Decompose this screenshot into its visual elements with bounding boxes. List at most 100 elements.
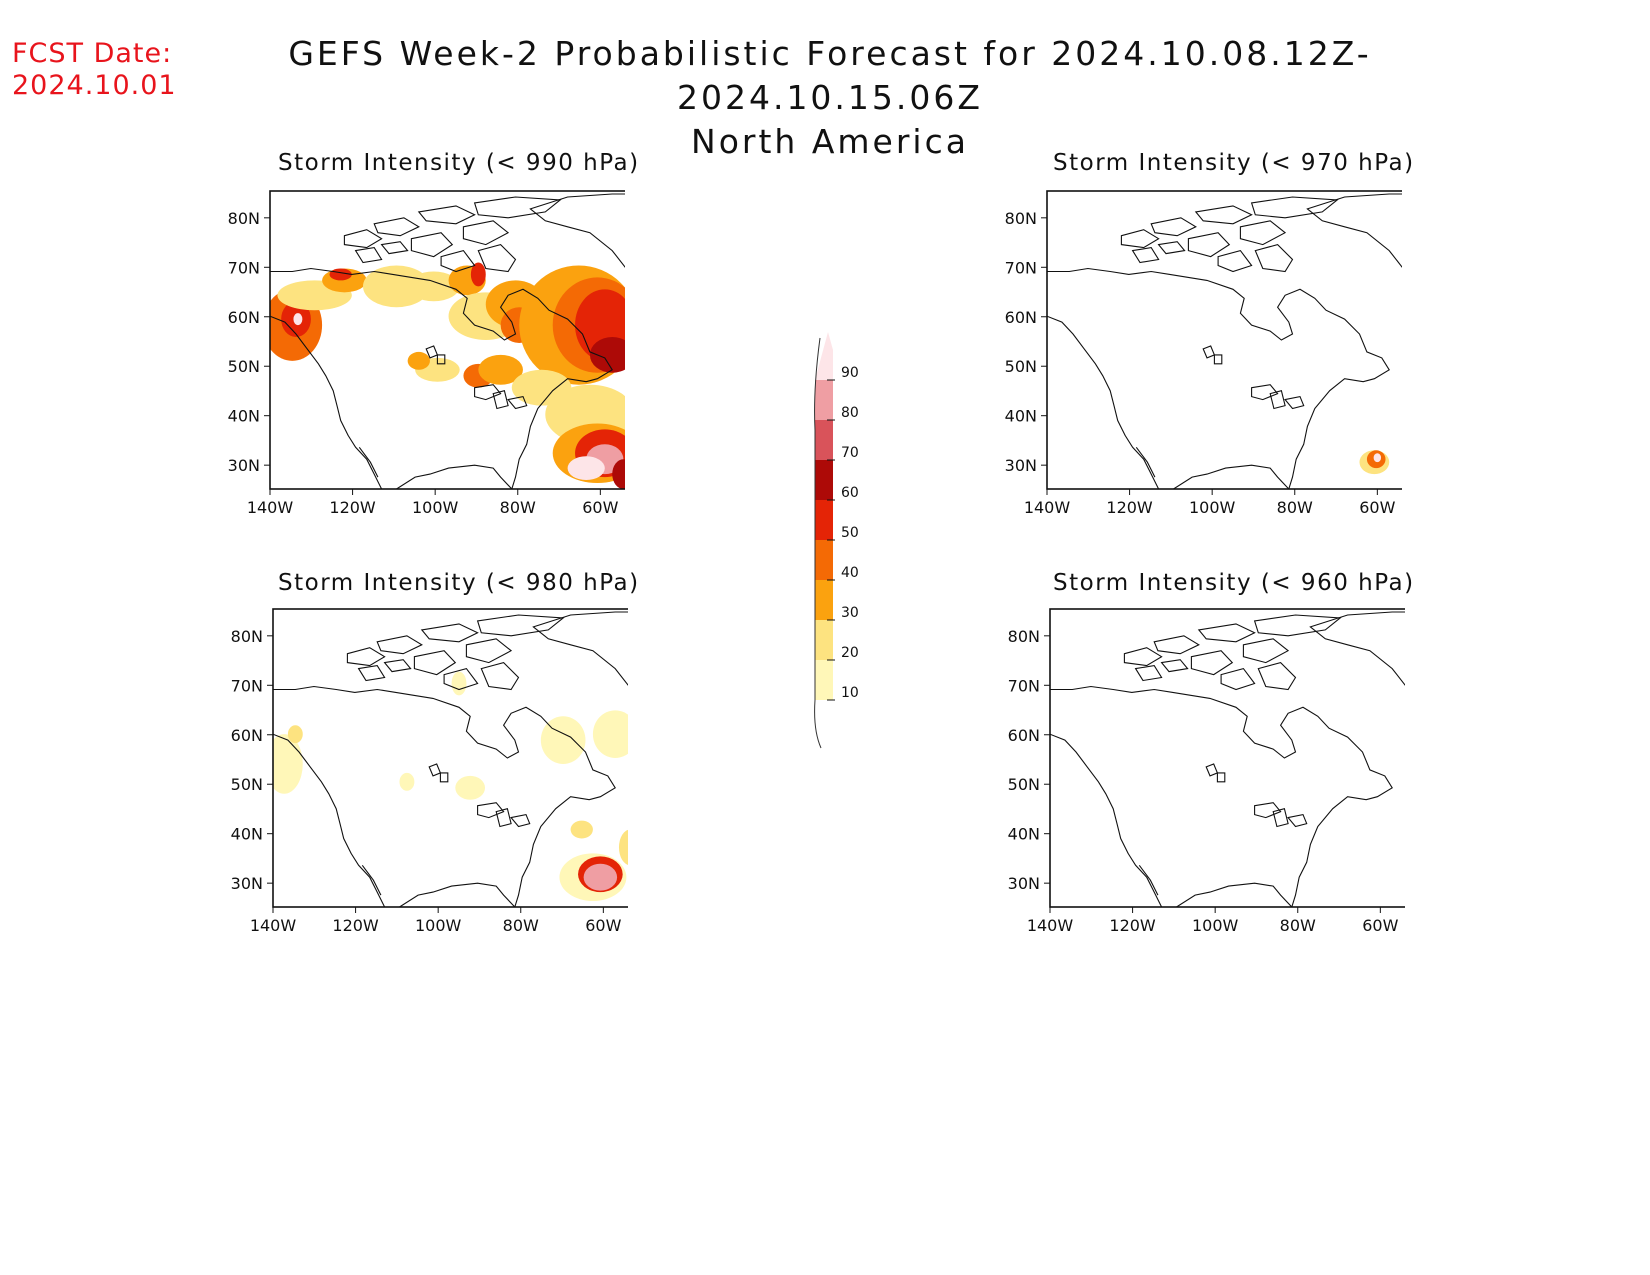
coastline-island <box>343 229 383 249</box>
great-lake <box>1254 802 1282 819</box>
coastline-island <box>373 217 420 237</box>
great-lake <box>1216 772 1226 783</box>
colorbar-segment <box>815 380 833 420</box>
coastline-north <box>1047 267 1390 489</box>
coastline-island <box>1134 664 1163 682</box>
lat-label: 40N <box>1005 407 1037 426</box>
coastline-island <box>1217 249 1253 273</box>
probability-shading <box>1359 450 1390 475</box>
coastline-island <box>1153 635 1200 655</box>
title-line-1: GEFS Week-2 Probabilistic Forecast for 2… <box>288 34 1372 117</box>
coastline-greenland <box>1306 193 1402 268</box>
probability-area <box>583 863 618 891</box>
colorbar-label: 20 <box>841 645 859 661</box>
lat-label: 30N <box>228 456 260 475</box>
coastline-west <box>1050 733 1163 907</box>
lon-label: 80W <box>503 916 539 935</box>
coastline-island <box>1242 638 1290 664</box>
lat-label: 30N <box>231 874 263 893</box>
colorbar-label: 30 <box>841 605 859 621</box>
colorbar-label: 60 <box>841 485 859 501</box>
coastline-north <box>270 267 613 489</box>
map-frame <box>269 190 625 490</box>
forecast-date-label: FCST Date: <box>12 38 173 69</box>
lon-label: 120W <box>1109 916 1156 935</box>
lon-label: 80W <box>1277 498 1313 517</box>
probability-shading <box>273 671 628 902</box>
great-lake <box>477 802 505 819</box>
coastline-west <box>270 315 383 489</box>
probability-area <box>451 671 467 696</box>
coastline-island <box>417 205 476 225</box>
lat-label: 40N <box>1008 825 1040 844</box>
coastlines <box>1047 193 1402 489</box>
probability-area <box>589 337 625 373</box>
lat-label: 40N <box>231 825 263 844</box>
great-lake <box>1269 390 1286 410</box>
lon-label: 100W <box>415 916 462 935</box>
coastline-island <box>1257 661 1297 691</box>
coastline-greenland <box>529 193 625 268</box>
lon-label: 100W <box>1192 916 1239 935</box>
colorbar-segment <box>815 420 833 460</box>
lon-label: 60W <box>582 498 618 517</box>
lat-label: 50N <box>1005 357 1037 376</box>
lon-label: 140W <box>247 498 294 517</box>
great-lake <box>1202 345 1216 359</box>
coastline-island <box>1253 614 1342 637</box>
colorbar-label: 90 <box>841 365 859 381</box>
coastline-island <box>1123 647 1163 667</box>
panel-title-980: Storm Intensity (< 980 hPa) <box>278 570 640 596</box>
lon-label: 60W <box>1359 498 1395 517</box>
colorbar-outline <box>814 337 822 749</box>
chart-title: GEFS Week-2 Probabilistic Forecast for 2… <box>180 32 1480 164</box>
probability-area <box>570 820 593 839</box>
lat-label: 80N <box>231 627 263 646</box>
colorbar-segment <box>815 660 833 700</box>
coastline-island <box>1160 659 1189 673</box>
colorbar-label: 50 <box>841 525 859 541</box>
great-lake <box>436 354 446 365</box>
panel-title-970: Storm Intensity (< 970 hPa) <box>1053 150 1415 176</box>
colorbar-segment <box>815 540 833 580</box>
map-frame <box>1046 190 1402 490</box>
colorbar-label: 80 <box>841 405 859 421</box>
lat-label: 50N <box>231 775 263 794</box>
lat-label: 60N <box>1005 308 1037 327</box>
probability-area <box>470 262 486 287</box>
colorbar-segment <box>815 332 833 380</box>
coastline-west <box>273 733 386 907</box>
lat-label: 80N <box>228 209 260 228</box>
coastline-island <box>1190 650 1234 676</box>
great-lake <box>474 384 502 401</box>
great-lake <box>495 808 512 828</box>
great-lake <box>507 395 528 410</box>
probability-area <box>478 354 523 385</box>
coastline-island <box>383 659 412 673</box>
lon-label: 60W <box>585 916 621 935</box>
great-lake <box>492 390 509 410</box>
colorbar-segment <box>815 460 833 500</box>
probability-colorbar: 10 20 30 40 50 60 70 80 90 <box>814 332 859 749</box>
panel-title-990: Storm Intensity (< 990 hPa) <box>278 150 640 176</box>
great-lake <box>1287 813 1308 828</box>
lat-label: 30N <box>1005 456 1037 475</box>
coastline-island <box>440 249 476 273</box>
lat-label: 70N <box>228 258 260 277</box>
lat-label: 60N <box>1008 726 1040 745</box>
lon-label: 120W <box>332 916 379 935</box>
map-frame <box>1049 608 1405 908</box>
coastline-island <box>1131 246 1160 264</box>
colorbar-segment <box>815 620 833 660</box>
coastline-island <box>1150 217 1197 237</box>
coastline-island <box>413 650 457 676</box>
great-lake <box>1213 354 1223 365</box>
coastline-island <box>354 246 383 264</box>
coastline-island <box>1194 205 1253 225</box>
coastline-island <box>480 661 520 691</box>
great-lake <box>1284 395 1305 410</box>
colorbar-label: 10 <box>841 685 859 701</box>
coastline-island <box>1220 667 1256 691</box>
lon-label: 140W <box>1024 498 1071 517</box>
colorbar-label: 40 <box>841 565 859 581</box>
